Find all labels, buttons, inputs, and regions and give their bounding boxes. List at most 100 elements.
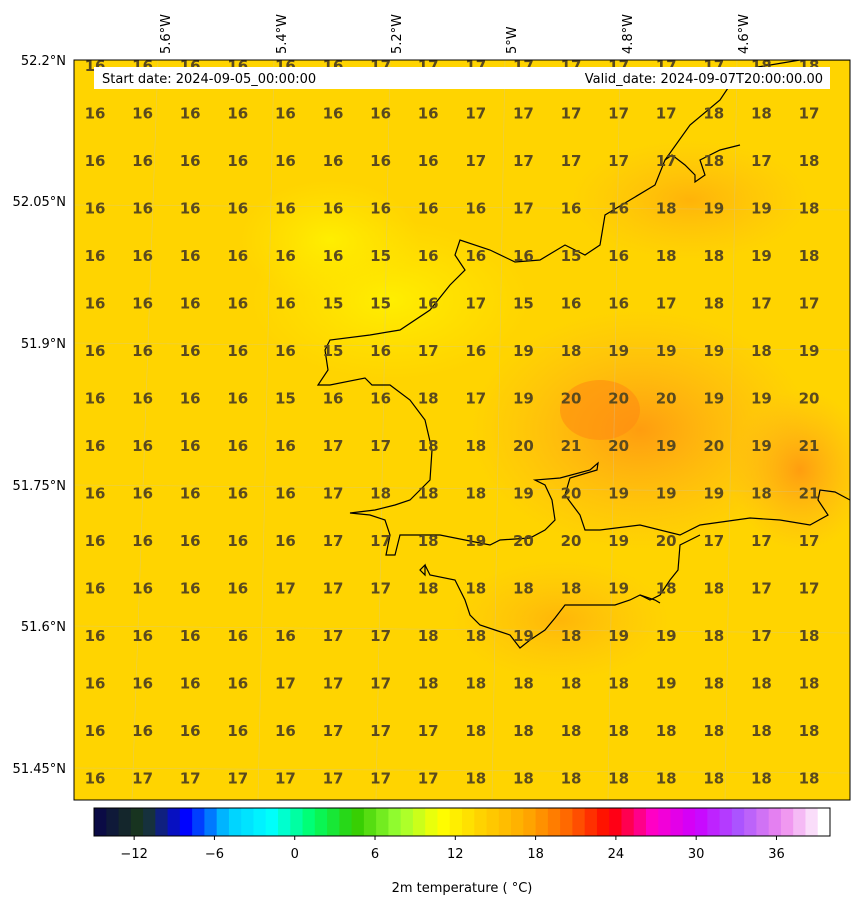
- grid-value: 16: [85, 485, 106, 503]
- grid-value: 18: [751, 485, 772, 503]
- grid-value: 18: [465, 437, 486, 455]
- grid-value: 16: [180, 437, 201, 455]
- grid-value: 16: [180, 295, 201, 313]
- colorbar-tick-label: 6: [371, 847, 379, 862]
- colorbar-segment: [314, 808, 328, 836]
- colorbar-segment: [302, 808, 316, 836]
- grid-value: 17: [465, 152, 486, 170]
- grid-value: 16: [561, 200, 582, 218]
- grid-value: 15: [323, 342, 344, 360]
- grid-value: 18: [751, 675, 772, 693]
- grid-value: 20: [608, 390, 629, 408]
- colorbar-segment: [670, 808, 684, 836]
- grid-value: 17: [227, 770, 248, 788]
- grid-value: 18: [608, 770, 629, 788]
- valid-date-label: Valid_date: 2024-09-07T20:00:00.00: [585, 72, 823, 87]
- grid-value: 20: [561, 485, 582, 503]
- grid-value: 16: [132, 437, 153, 455]
- lon-label: 5.4°W: [275, 14, 290, 54]
- lon-label: 4.8°W: [621, 14, 636, 54]
- grid-value: 18: [703, 675, 724, 693]
- grid-value: 19: [513, 627, 534, 645]
- colorbar-segment: [731, 808, 745, 836]
- grid-value: 17: [799, 105, 820, 123]
- colorbar-segment: [535, 808, 549, 836]
- grid-value: 16: [608, 247, 629, 265]
- grid-value: 16: [180, 152, 201, 170]
- grid-value: 16: [418, 105, 439, 123]
- grid-value: 16: [370, 200, 391, 218]
- grid-value: 17: [370, 437, 391, 455]
- colorbar-tick-label: 30: [688, 847, 705, 862]
- colorbar-segment: [118, 808, 132, 836]
- grid-value: 18: [608, 722, 629, 740]
- grid-value: 16: [227, 247, 248, 265]
- colorbar-segment: [412, 808, 426, 836]
- grid-value: 16: [323, 247, 344, 265]
- grid-value: 18: [751, 105, 772, 123]
- grid-value: 18: [465, 580, 486, 598]
- grid-value: 16: [227, 532, 248, 550]
- lon-label: 5.2°W: [390, 14, 405, 54]
- grid-value: 16: [275, 485, 296, 503]
- grid-value: 18: [799, 675, 820, 693]
- grid-value: 16: [132, 580, 153, 598]
- grid-value: 16: [85, 152, 106, 170]
- colorbar-segment: [486, 808, 500, 836]
- grid-value: 16: [275, 105, 296, 123]
- grid-value: 15: [370, 247, 391, 265]
- lat-label: 51.9°N: [21, 337, 66, 352]
- grid-value: 16: [132, 295, 153, 313]
- grid-value: 18: [799, 200, 820, 218]
- colorbar-segment: [278, 808, 291, 836]
- colorbar-segment: [658, 808, 672, 836]
- grid-value: 20: [513, 437, 534, 455]
- lon-labels: 5.6°W 5.4°W 5.2°W 5°W 4.8°W 4.6°W: [159, 14, 752, 54]
- grid-value: 16: [227, 105, 248, 123]
- grid-value: 16: [180, 532, 201, 550]
- grid-value: 18: [561, 342, 582, 360]
- grid-value: 18: [513, 580, 534, 598]
- colorbar-segment: [646, 808, 659, 836]
- grid-value: 16: [418, 200, 439, 218]
- grid-value: 17: [418, 342, 439, 360]
- grid-value: 19: [656, 675, 677, 693]
- grid-value: 18: [656, 770, 677, 788]
- grid-value: 17: [465, 295, 486, 313]
- grid-value: 17: [323, 532, 344, 550]
- colorbar-tick-label: −6: [205, 847, 224, 862]
- grid-value: 16: [85, 390, 106, 408]
- grid-value: 18: [418, 627, 439, 645]
- grid-value: 19: [656, 342, 677, 360]
- grid-value: 16: [275, 722, 296, 740]
- colorbar-segment: [290, 808, 304, 836]
- grid-value: 17: [132, 770, 153, 788]
- grid-value: 18: [799, 722, 820, 740]
- grid-value: 19: [513, 485, 534, 503]
- grid-value: 18: [751, 770, 772, 788]
- grid-value: 16: [180, 105, 201, 123]
- grid-value: 18: [465, 485, 486, 503]
- colorbar-segment: [793, 808, 807, 836]
- lon-label: 4.6°W: [737, 14, 752, 54]
- colorbar-segment: [437, 808, 451, 836]
- grid-value: 16: [418, 295, 439, 313]
- colorbar-segment: [155, 808, 169, 836]
- grid-value: 19: [703, 342, 724, 360]
- grid-value: 18: [465, 722, 486, 740]
- colorbar-segment: [449, 808, 463, 836]
- grid-value: 16: [275, 295, 296, 313]
- grid-value: 16: [227, 342, 248, 360]
- grid-value: 17: [608, 105, 629, 123]
- grid-value: 18: [703, 295, 724, 313]
- grid-value: 17: [323, 722, 344, 740]
- colorbar-segment: [376, 808, 389, 836]
- grid-value: 15: [275, 390, 296, 408]
- grid-value: 16: [132, 342, 153, 360]
- grid-value: 16: [227, 295, 248, 313]
- grid-value: 16: [132, 485, 153, 503]
- grid-value: 16: [132, 532, 153, 550]
- grid-value: 18: [656, 247, 677, 265]
- grid-value: 16: [227, 390, 248, 408]
- lat-labels: 52.2°N 52.05°N 51.9°N 51.75°N 51.6°N 51.…: [13, 54, 66, 777]
